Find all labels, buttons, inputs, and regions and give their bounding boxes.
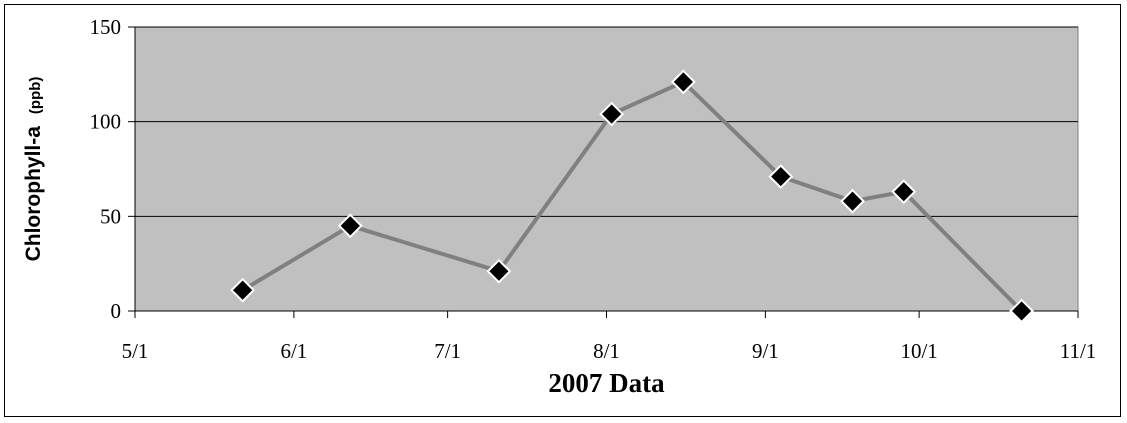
x-axis-title: 2007 Data	[548, 368, 665, 398]
data-point	[768, 164, 794, 189]
data-point	[599, 101, 625, 127]
data-point	[840, 188, 865, 214]
x-tick-label: 8/1	[593, 339, 620, 363]
x-tick-label: 9/1	[752, 339, 779, 363]
axes	[128, 26, 1079, 318]
plot-area	[134, 26, 1079, 312]
y-axis-title: Chlorophyll-a (ppb)	[22, 77, 45, 262]
x-tick-label: 5/1	[122, 339, 149, 363]
y-tick-label: 50	[100, 204, 121, 228]
x-tick-label: 7/1	[434, 339, 461, 363]
data-point	[230, 277, 256, 303]
tick-labels: 0 50 100 150 5/1 6/1 7/1 8/1 9/1 10/1 11/1	[90, 15, 1097, 363]
y-axis-unit: (ppb)	[27, 77, 44, 114]
y-tick-label: 100	[90, 110, 122, 134]
data-point	[486, 258, 512, 284]
data-point	[670, 69, 696, 95]
y-tick-label: 0	[111, 299, 122, 323]
data-point	[1009, 298, 1035, 324]
data-series	[230, 69, 1035, 324]
y-axis-title-text: Chlorophyll-a	[22, 126, 45, 262]
x-tick-label: 11/1	[1060, 339, 1097, 363]
data-point	[891, 179, 917, 205]
x-tick-label: 10/1	[900, 339, 937, 363]
x-tick-label: 6/1	[280, 339, 307, 363]
y-tick-label: 150	[90, 15, 122, 39]
data-point	[337, 213, 363, 239]
